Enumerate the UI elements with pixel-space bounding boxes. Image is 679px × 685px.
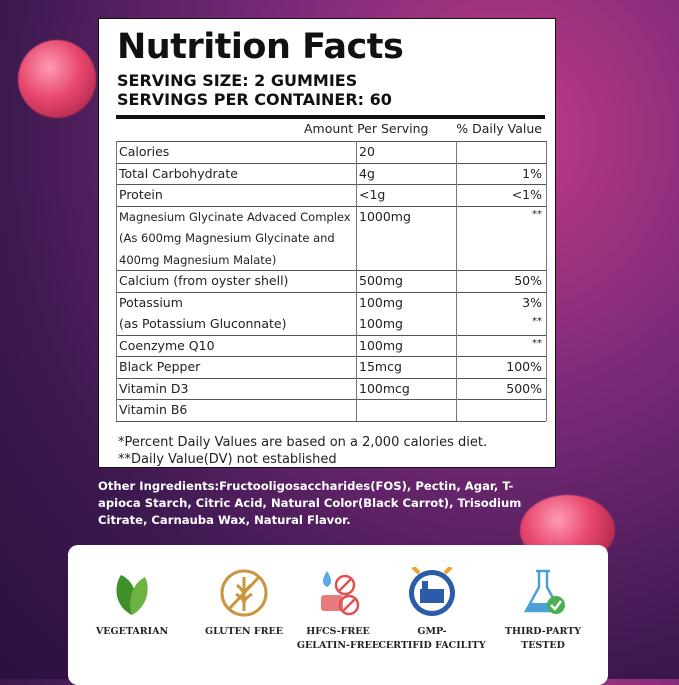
amount: 100mcg (359, 380, 410, 396)
row-line (116, 206, 546, 207)
row-line (116, 335, 546, 336)
column-header: % Daily Value (456, 121, 542, 136)
row-line (116, 356, 546, 357)
badge-label-line: HFCS-FREE (306, 626, 370, 637)
badge-label-line: GLUTEN FREE (205, 626, 283, 637)
daily-value: <1% (511, 187, 542, 202)
row-line (116, 292, 546, 293)
nutrient-name: Vitamin B6 (119, 402, 188, 417)
badge-panel: VEGETARIAN GLUTEN FREE HFCS-FREE GELATIN-FR… (68, 545, 608, 685)
nutrient-name: Coenzyme Q10 (119, 337, 215, 353)
badge-icon (220, 569, 268, 617)
badge-label-line: GELATIN-FREE (296, 640, 380, 651)
column-line (116, 141, 117, 421)
badge-label: HFCS-FREE GELATIN-FREE (283, 625, 393, 653)
amount: 20 (359, 144, 375, 159)
badge-label: VEGETARIAN (77, 625, 187, 639)
daily-value: ** (532, 337, 542, 349)
daily-value: 50% (514, 273, 542, 288)
nutrient-name: Calories (119, 144, 170, 159)
badge: HFCS-FREE GELATIN-FREE (283, 545, 393, 653)
amount: 500mg (359, 273, 403, 288)
serving-size: SERVING SIZE: 2 GUMMIES (117, 71, 358, 90)
badge-icon (321, 571, 360, 616)
amount: 100mg (359, 294, 403, 310)
badge-label-line: TESTED (521, 640, 565, 651)
row-line (116, 270, 546, 271)
amount: 15mcg (359, 359, 402, 374)
daily-value: 500% (506, 380, 542, 396)
badge-label: THIRD-PARTY TESTED (488, 625, 598, 653)
column-line (546, 141, 547, 421)
row-line (116, 184, 546, 185)
row-line (116, 421, 546, 422)
amount: <1g (359, 187, 386, 202)
ingredient-line: apioca Starch, Citric Acid, Natural Colo… (98, 496, 522, 510)
amount: 100mg (359, 316, 403, 331)
nutrient-name: Protein (119, 187, 163, 202)
daily-value: ** (532, 316, 542, 327)
row-line (116, 163, 546, 164)
ingredient-line: Citrate, Carnauba Wax, Natural Flavor. (98, 513, 351, 527)
badge: VEGETARIAN (77, 545, 187, 639)
footnote: **Daily Value(DV) not established (118, 452, 337, 467)
column-header: Amount Per Serving (304, 121, 429, 136)
nutrient-name: (As 600mg Magnesium Glycinate and (119, 231, 335, 245)
title: Nutrition Facts (117, 27, 404, 67)
badge: GMP- CERTIFID FACILITY (377, 545, 487, 653)
amount: 100mg (359, 337, 403, 353)
badge-label-line: GMP- (417, 626, 447, 637)
nutrient-name: Total Carbohydrate (119, 165, 238, 181)
amount: 4g (359, 165, 375, 181)
footnote: *Percent Daily Values are based on a 2,0… (118, 435, 488, 450)
badge-label: GLUTEN FREE (189, 625, 299, 639)
amount: 1000mg (359, 208, 411, 224)
other-ingredients: Other Ingredients:Fructooligosaccharides… (98, 478, 521, 529)
badge-icon (116, 575, 148, 615)
badge-label-line: VEGETARIAN (95, 626, 169, 637)
column-line (456, 141, 457, 421)
badge-icon (409, 567, 455, 616)
row-line (116, 399, 546, 400)
badge: THIRD-PARTY TESTED (488, 545, 598, 653)
badge-icon (523, 569, 565, 614)
nutrient-name: Black Pepper (119, 359, 201, 374)
daily-value: ** (532, 208, 542, 220)
nutrient-name: Potassium (119, 294, 183, 310)
badge-label-line: CERTIFID FACILITY (378, 640, 486, 651)
ingredient-line: Other Ingredients:Fructooligosaccharides… (98, 479, 514, 493)
raspberry (18, 40, 96, 118)
nutrient-name: (as Potassium Gluconnate) (119, 316, 287, 331)
nutrient-name: 400mg Magnesium Malate) (119, 252, 277, 267)
row-line (116, 378, 546, 379)
daily-value: 100% (506, 359, 542, 374)
column-line (356, 141, 357, 421)
rule (116, 115, 545, 119)
badge-label: GMP- CERTIFID FACILITY (377, 625, 487, 653)
row-line (116, 141, 546, 142)
nutrient-name: Calcium (from oyster shell) (119, 273, 289, 288)
daily-value: 3% (522, 294, 542, 310)
daily-value: 1% (522, 165, 542, 181)
nutrition-card: Nutrition Facts SERVING SIZE: 2 GUMMIES … (98, 18, 556, 468)
badge-label-line: THIRD-PARTY (504, 626, 582, 637)
nutrient-name: Magnesium Glycinate Advaced Complex (119, 209, 351, 224)
servings-per-container: SERVINGS PER CONTAINER: 60 (117, 90, 392, 109)
nutrient-name: Vitamin D3 (119, 380, 189, 396)
badge: GLUTEN FREE (189, 545, 299, 639)
